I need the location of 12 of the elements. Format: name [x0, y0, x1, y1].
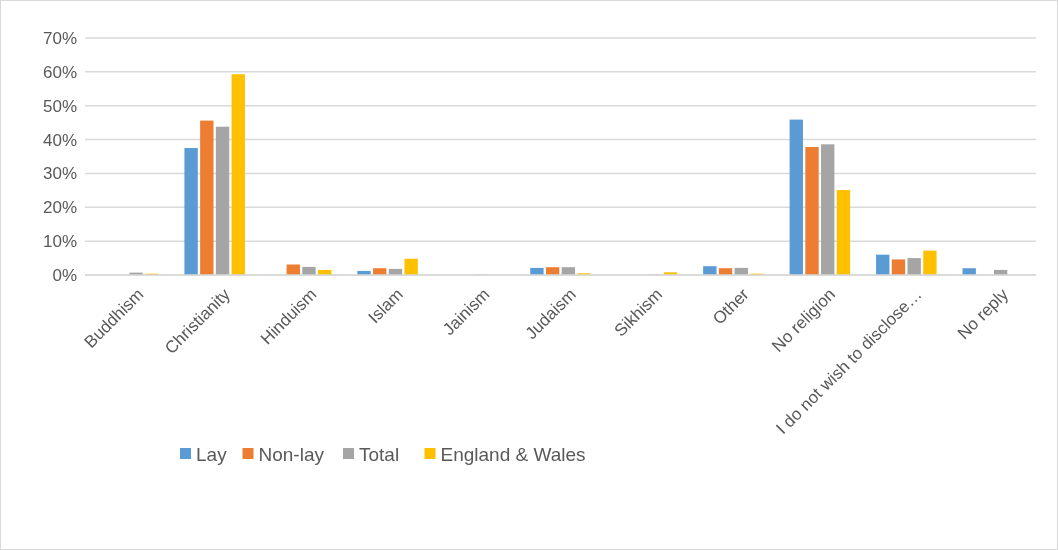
legend-label: Total [359, 443, 400, 465]
y-tick-label: 70% [42, 28, 77, 48]
y-tick-label: 30% [42, 164, 77, 184]
y-tick-label: 20% [42, 198, 77, 218]
y-tick-label: 40% [42, 130, 77, 150]
y-tick-label: 60% [42, 62, 77, 82]
legend-label: Lay [196, 443, 228, 465]
y-tick-label: 10% [42, 232, 77, 252]
y-tick-label: 0% [52, 265, 77, 285]
legend-label: Non-lay [258, 443, 325, 465]
legend-label: England & Wales [440, 443, 586, 465]
y-tick-label: 50% [42, 96, 77, 116]
